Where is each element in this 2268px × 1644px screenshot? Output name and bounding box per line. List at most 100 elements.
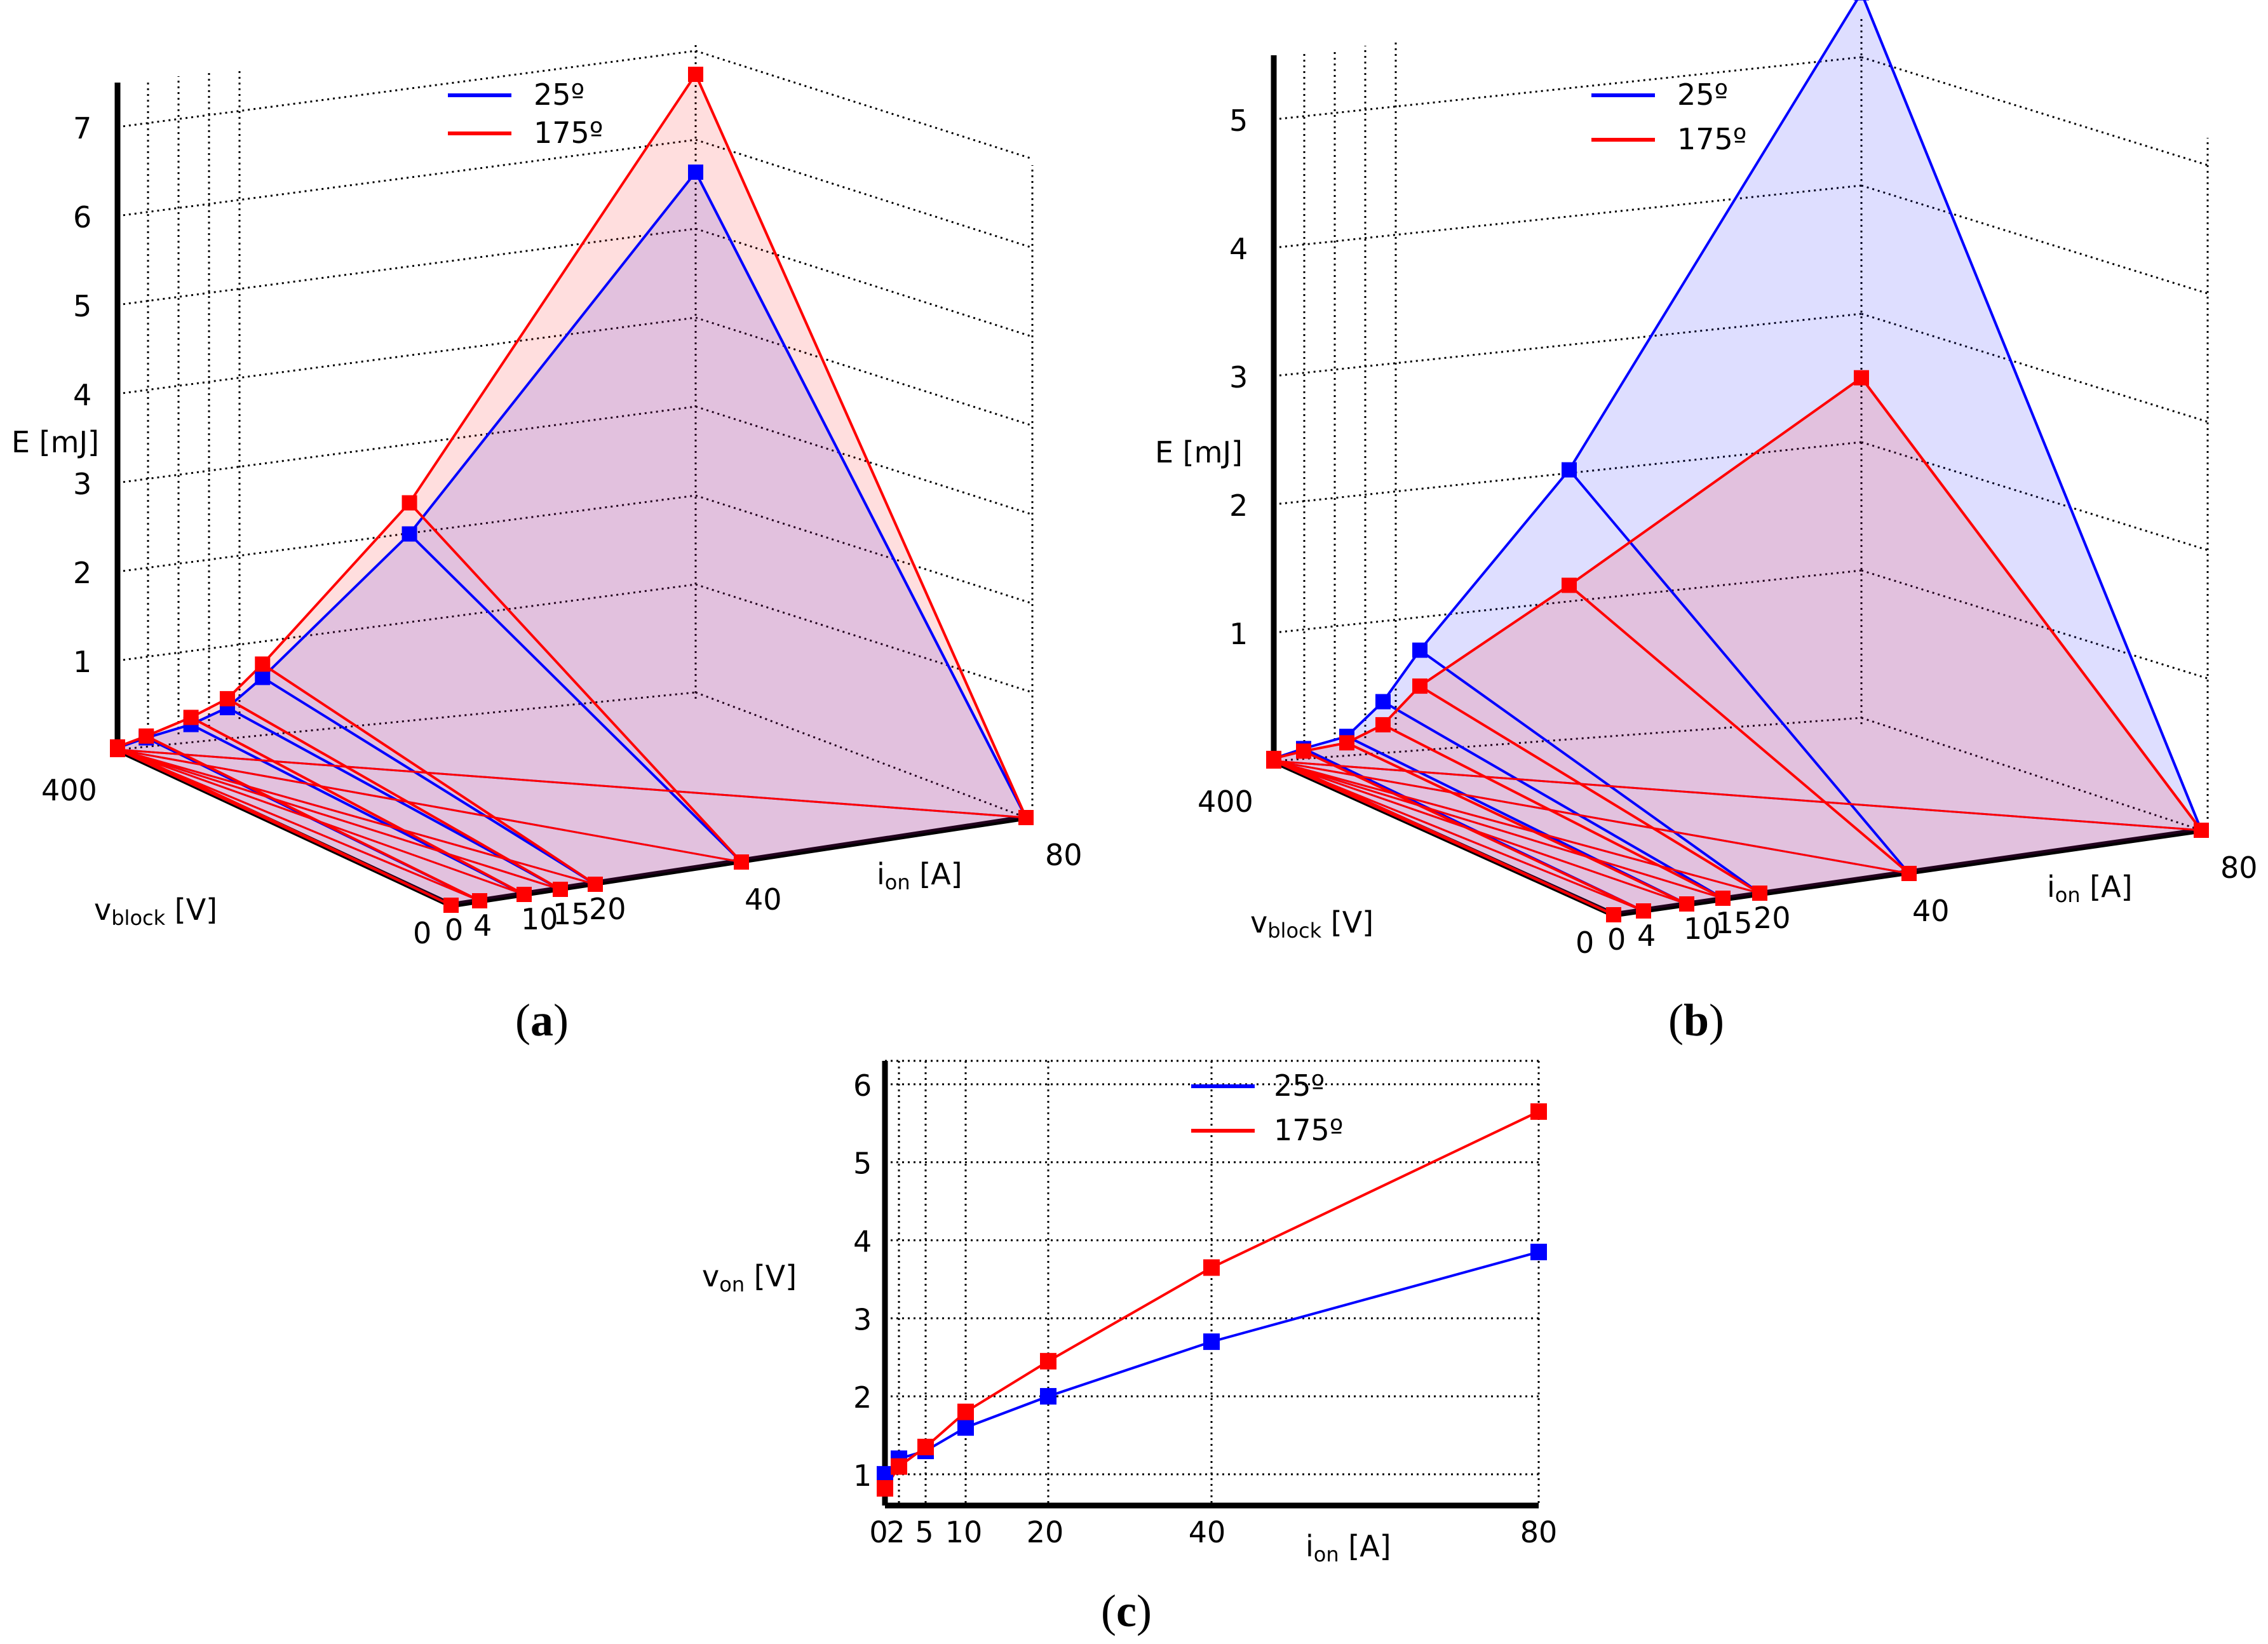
panel-c-markers	[877, 1103, 1547, 1497]
c-series-marker-1	[1530, 1103, 1547, 1120]
a-i-tick-label: 20	[589, 892, 626, 926]
a-front-marker-1	[443, 898, 459, 913]
a-v-tick-label: 400	[41, 773, 97, 807]
a-drop-line-0	[408, 533, 743, 863]
b-drop-line-1	[1346, 741, 1687, 905]
panel-c-legend: 25º 175º	[1191, 1068, 1343, 1147]
c-series-marker-1	[1203, 1259, 1220, 1276]
a-i-tick-label: 80	[1045, 838, 1083, 872]
a-drop-line-0	[694, 172, 1027, 818]
b-z-gridline-left	[1273, 441, 1862, 506]
a-v-tick-label: 0	[413, 916, 431, 950]
b-z-tick-label: 5	[1229, 104, 1248, 138]
legend-175-label: 175º	[534, 116, 603, 150]
b-fan-line-1	[1273, 760, 1687, 905]
a-i-tick-label: 15	[553, 897, 590, 931]
a-front-marker-1	[553, 882, 568, 897]
c-y-tick-label: 5	[853, 1147, 872, 1181]
b-fan-line-1	[1273, 760, 1614, 916]
a-fan-line-1	[117, 748, 480, 902]
b-floor-right-line	[1861, 717, 2202, 832]
a-drop-line-1	[190, 716, 525, 896]
b-i-tick-label: 80	[2220, 851, 2258, 885]
b-front-marker-1	[1715, 891, 1731, 906]
b-front-marker-1	[1901, 866, 1917, 881]
panel-a-y-axis-label: vblock [V]	[94, 893, 217, 930]
b-origin-marker	[1266, 753, 1281, 769]
b-drop-line-1	[1568, 584, 1910, 875]
c-x-tick-label: 80	[1520, 1515, 1558, 1549]
a-z-tick-label: 6	[73, 200, 91, 234]
a-origin-marker	[110, 742, 125, 757]
c-series-marker-0	[1530, 1243, 1547, 1260]
panel-a-fills	[118, 74, 1026, 905]
b-peak-marker-1	[1375, 717, 1391, 732]
a-peak-marker-1	[255, 656, 271, 672]
b-peak-marker-0	[1375, 694, 1391, 710]
b-i-tick-label: 40	[1912, 894, 1950, 928]
a-front-marker-1	[516, 887, 532, 902]
b-drop-line-0	[1863, 0, 2203, 831]
a-front-marker-1	[588, 877, 603, 892]
c-y-tick-label: 4	[853, 1224, 872, 1258]
a-peak-marker-1	[138, 728, 154, 744]
b-drop-line-1	[1860, 377, 2203, 832]
a-z-tick-label: 3	[73, 467, 91, 501]
b-peak-marker-1	[1296, 743, 1311, 759]
legend-25-label: 25º	[1677, 77, 1728, 112]
b-drop-line-0	[1382, 700, 1724, 899]
a-peak-marker-0	[402, 526, 417, 542]
panel-b-y-axis-label: vblock [V]	[1250, 905, 1374, 943]
b-front-marker-1	[1606, 907, 1621, 922]
panel-a-z-axis-label: E [mJ]	[11, 425, 99, 459]
c-series-marker-0	[957, 1419, 974, 1436]
a-peak-marker-1	[402, 495, 417, 511]
b-i-tick-label: 10	[1684, 912, 1721, 946]
a-drop-line-1	[262, 663, 597, 886]
legend-25-label: 25º	[1274, 1068, 1325, 1103]
b-peak-marker-1	[1339, 735, 1354, 751]
c-y-tick-label: 2	[853, 1380, 872, 1415]
c-x-tick-label: 5	[915, 1515, 933, 1549]
b-z-tick-label: 1	[1229, 617, 1248, 651]
a-fan-line-1	[117, 748, 525, 896]
b-fan-line-1	[1273, 760, 2202, 832]
a-z-tick-label: 4	[73, 378, 91, 412]
a-z-tick-label: 7	[73, 111, 91, 145]
b-area-0	[1274, 0, 2201, 915]
panel-a-markers	[110, 67, 1034, 913]
a-drop-line-1	[226, 697, 561, 891]
c-series-marker-0	[1040, 1388, 1056, 1405]
a-i-tick-label: 40	[745, 882, 782, 917]
c-series-marker-1	[917, 1438, 934, 1455]
a-fan-line-1	[117, 748, 1027, 819]
panel-a-x-axis-label: ion [A]	[877, 857, 962, 894]
panel-b-caption: (b)	[1668, 995, 1724, 1046]
panel-a-legend: 25º 175º	[448, 77, 603, 150]
a-z-gridline-right	[695, 583, 1033, 694]
b-drop-line-1	[1382, 724, 1724, 899]
c-x-tick-label: 40	[1189, 1515, 1226, 1549]
b-peak-marker-0	[1562, 462, 1577, 478]
b-i-tick-label: 15	[1715, 906, 1753, 940]
a-z-gridline-right	[695, 316, 1033, 427]
b-z-gridline-left	[1273, 569, 1862, 634]
a-peak-marker-0	[688, 165, 703, 180]
panel-b-fills	[1274, 0, 2201, 915]
a-peak-marker-1	[688, 67, 703, 82]
b-front-marker-1	[1636, 903, 1651, 919]
a-drop-line-1	[408, 502, 743, 863]
b-fan-line-1	[1273, 760, 1724, 899]
b-peak-marker-0	[1854, 0, 1869, 1]
a-peak-marker-1	[183, 710, 199, 725]
b-fan-line-1	[1273, 760, 1910, 875]
b-drop-line-0	[1568, 469, 1910, 875]
a-z-gridline-right	[695, 494, 1033, 605]
c-series-marker-1	[891, 1458, 907, 1475]
b-front-marker-1	[1679, 896, 1694, 912]
